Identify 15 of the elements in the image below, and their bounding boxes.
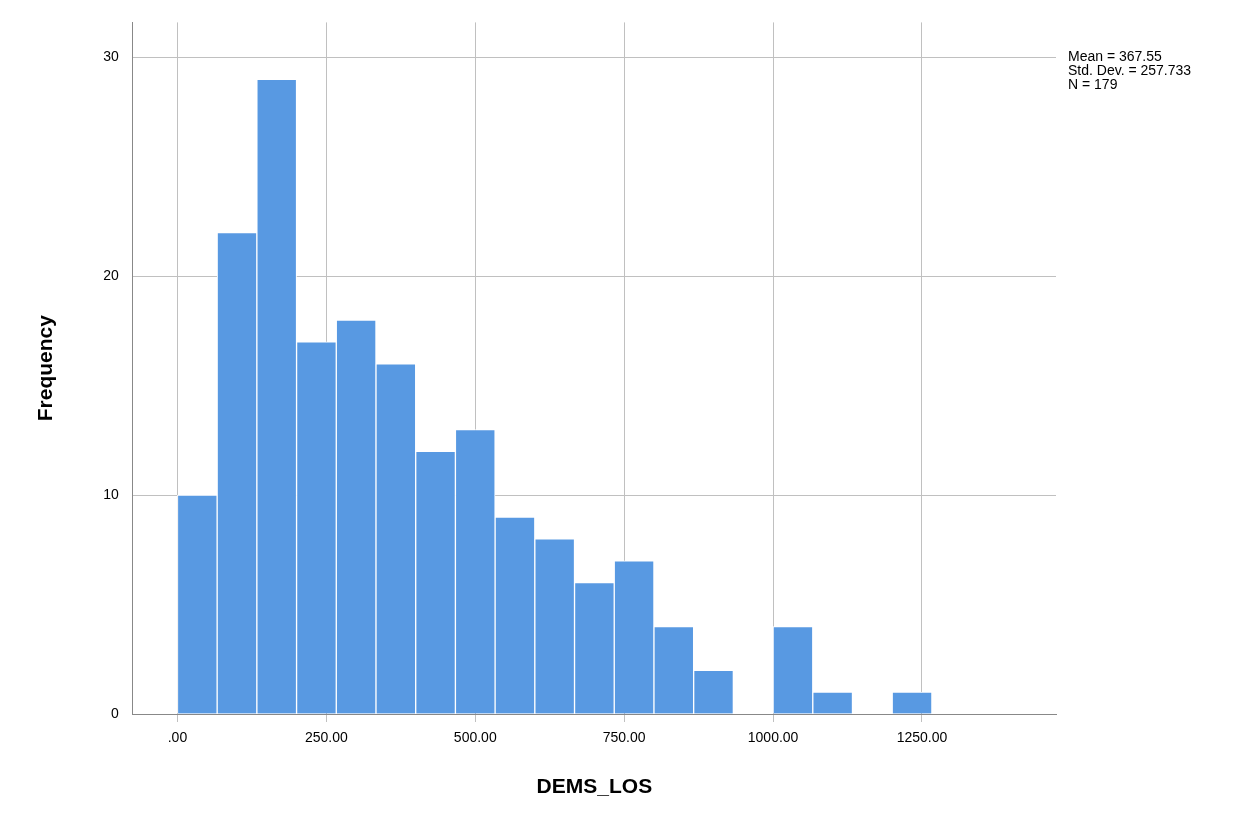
x-axis-title: DEMS_LOS	[536, 774, 653, 798]
y-axis-title: Frequency	[33, 314, 57, 422]
text: Mean = 367.55	[1068, 47, 1163, 64]
y-tick-label: 20	[103, 267, 119, 284]
x-tick-label: 250.00	[304, 729, 348, 746]
x-tick-label: 1000.00	[747, 729, 799, 746]
y-tick-label: 30	[103, 48, 119, 65]
x-tick-label: 750.00	[602, 729, 646, 746]
text: N = 179	[1068, 75, 1118, 92]
x-tick-label: 1250.00	[896, 729, 948, 746]
y-tick-label: 0	[110, 704, 119, 721]
x-tick-label: .00	[167, 729, 188, 746]
y-tick-label: 10	[103, 486, 119, 502]
text: Std. Dev. = 257.733	[1068, 61, 1192, 78]
x-tick-label: 500.00	[453, 729, 497, 746]
